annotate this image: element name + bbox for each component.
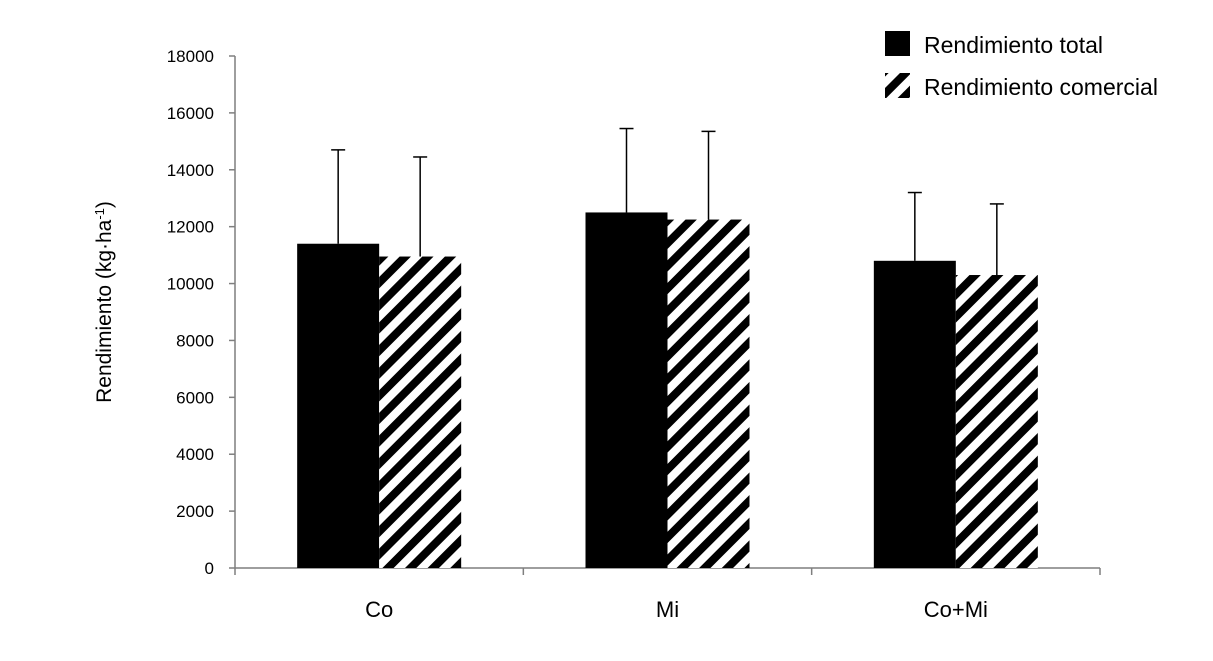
bars: [297, 212, 1038, 569]
y-tick-label: 16000: [167, 104, 214, 123]
y-tick-label: 0: [205, 559, 214, 578]
error-bars: [331, 127, 1004, 276]
y-tick-label: 14000: [167, 161, 214, 180]
y-tick-label: 12000: [167, 218, 214, 237]
bar-comercial: [379, 256, 462, 568]
y-tick-label: 18000: [167, 47, 214, 66]
bar-comercial: [667, 219, 750, 569]
y-tick-label: 2000: [176, 502, 214, 521]
x-axis-ticks: [234, 568, 1101, 575]
y-tick-label: 4000: [176, 445, 214, 464]
legend-label-comercial: Rendimiento comercial: [924, 74, 1158, 100]
legend: Rendimiento total Rendimiento comercial: [885, 31, 1158, 100]
x-category-label: Mi: [656, 597, 679, 622]
y-tick-label: 10000: [167, 275, 214, 294]
legend-swatch-total: [885, 31, 910, 56]
y-tick-label: 6000: [176, 388, 214, 407]
bar-total: [873, 260, 956, 568]
x-axis-labels: Co Mi Co+Mi: [365, 597, 988, 622]
legend-swatch-comercial: [885, 73, 910, 98]
x-category-label: Co+Mi: [924, 597, 988, 622]
y-axis-title: Rendimiento (kg·ha-1): [92, 201, 116, 403]
y-axis-ticks: 0 2000 4000 6000 8000 10000 12000 14000 16000 180…: [167, 47, 235, 578]
bar-comercial: [955, 275, 1038, 568]
x-category-label: Co: [365, 597, 393, 622]
y-axis-title-close: ): [93, 201, 116, 208]
y-axis-title-superscript: -1: [92, 208, 107, 220]
bar-total: [585, 212, 668, 568]
bar-total: [297, 243, 380, 568]
legend-label-total: Rendimiento total: [924, 32, 1103, 58]
y-tick-label: 8000: [176, 331, 214, 350]
